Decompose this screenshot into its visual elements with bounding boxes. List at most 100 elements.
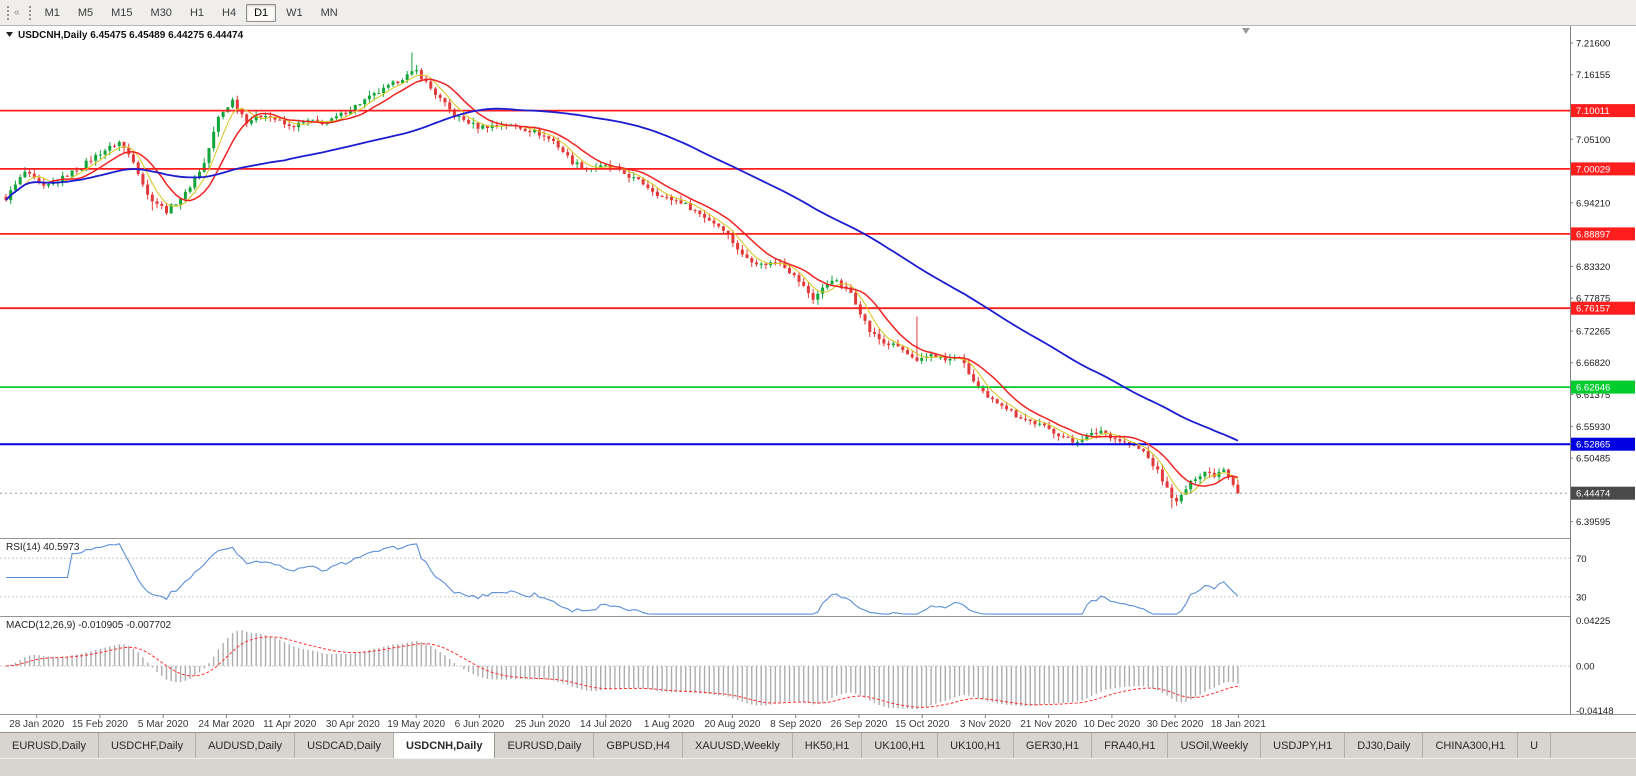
candle (948, 358, 952, 361)
rsi-axis-label: 70 (1576, 554, 1587, 565)
candle (896, 343, 900, 347)
candle (1118, 439, 1122, 442)
candle (726, 230, 730, 235)
chart-tab[interactable]: GER30,H1 (1013, 733, 1093, 758)
candle (976, 381, 980, 387)
candle (1099, 430, 1103, 434)
chart-tab[interactable]: DJ30,Daily (1345, 733, 1424, 758)
candle (821, 287, 825, 294)
candle (1165, 481, 1169, 488)
date-axis-label: 30 Dec 2020 (1147, 719, 1204, 730)
level-price-label: 6.76157 (1576, 304, 1610, 315)
chart-tab[interactable]: CHINA300,H1 (1423, 733, 1519, 758)
candle (679, 200, 683, 204)
rsi-title: RSI(14) 40.5973 (6, 542, 80, 553)
candle (443, 98, 447, 103)
candle (165, 206, 168, 214)
macd-axis-label: 0.04225 (1576, 616, 1610, 627)
chart-shift-marker-icon[interactable] (1241, 28, 1250, 34)
chart-tab[interactable]: USDCAD,Daily (295, 733, 395, 758)
candle (117, 142, 121, 147)
candle (967, 363, 971, 375)
chart-tab[interactable]: UK100,H1 (862, 733, 939, 758)
candle (382, 87, 386, 94)
candle (1203, 471, 1207, 477)
candle (89, 160, 93, 162)
candle (1019, 417, 1023, 419)
price-axis-background[interactable] (1570, 26, 1636, 714)
candle (792, 273, 796, 276)
candle (391, 81, 395, 85)
chart-tab[interactable]: GBPUSD,H4 (594, 733, 683, 758)
candle (835, 280, 839, 282)
candle (1179, 494, 1183, 502)
candle (188, 187, 192, 192)
date-axis-label: 5 Mar 2020 (138, 719, 189, 730)
candle (759, 263, 763, 265)
toolbar-collapse-icon[interactable]: « (14, 7, 20, 18)
chart-tab[interactable]: U (1518, 733, 1552, 758)
timeframe-button-M30[interactable]: M30 (150, 6, 172, 19)
candle (424, 79, 428, 82)
candle (721, 226, 725, 231)
chart-tab[interactable]: USDCHF,Daily (98, 733, 197, 758)
candle (698, 210, 702, 214)
candle (858, 304, 862, 315)
chart-tab[interactable]: EURUSD,Daily (495, 733, 595, 758)
candle (490, 125, 494, 128)
candle (797, 275, 801, 282)
candle (575, 162, 579, 165)
chart-canvas[interactable] (0, 26, 1636, 732)
candle (688, 203, 692, 211)
chart-tab[interactable]: FRA40,H1 (1092, 733, 1169, 758)
candle (1231, 476, 1235, 485)
candle (561, 147, 565, 152)
candle (556, 140, 560, 148)
chart-tabs-bar: EURUSD,Daily USDCHF,Daily AUDUSD,Daily USDC… (0, 732, 1636, 758)
date-axis-label: 14 Jul 2020 (580, 719, 632, 730)
candle (755, 262, 758, 265)
candle (1057, 433, 1061, 437)
ma-lines (5, 74, 1239, 495)
toolbar-grip-icon[interactable] (7, 5, 9, 20)
candle (891, 343, 895, 345)
candle (863, 314, 867, 321)
chart-tab[interactable]: XAUUSD,Weekly (682, 733, 793, 758)
candle (193, 178, 197, 188)
candle (476, 122, 480, 129)
toolbar-grip-icon[interactable] (28, 5, 31, 20)
timeframe-button-H4[interactable]: H4 (222, 6, 237, 19)
candle (438, 94, 442, 98)
timeframe-button-W1[interactable]: W1 (286, 6, 303, 19)
timeframe-button-D1[interactable]: D1 (246, 3, 277, 22)
chart-menu-triangle-icon[interactable] (6, 32, 13, 37)
chart-tab[interactable]: AUDUSD,Daily (196, 733, 296, 758)
price-axis-label: 6.39595 (1576, 517, 1610, 528)
candle (651, 188, 655, 192)
level-price-label: 7.10011 (1576, 106, 1610, 117)
timeframe-button-M1[interactable]: M1 (44, 6, 60, 19)
candle (259, 115, 263, 118)
timeframe-button-H1[interactable]: H1 (189, 6, 204, 19)
candle (377, 93, 381, 95)
chart-tab[interactable]: UK100,H1 (938, 733, 1014, 758)
timeframe-button-M15[interactable]: M15 (111, 6, 133, 19)
chart-tab[interactable]: EURUSD,Daily (0, 733, 99, 758)
chart-area[interactable]: USDCNH,Daily 6.45475 6.45489 6.44275 6.4… (0, 26, 1636, 732)
candle (122, 142, 126, 148)
candle (552, 138, 555, 141)
chart-tab[interactable]: HK50,H1 (792, 733, 863, 758)
date-axis-label: 10 Dec 2020 (1084, 719, 1141, 730)
candle (655, 191, 659, 196)
chart-tab[interactable]: USOil,Weekly (1168, 733, 1262, 758)
level-price-label-box (1571, 380, 1635, 394)
chart-tab[interactable]: USDCNH,Daily (394, 733, 496, 758)
timeframe-button-M5[interactable]: M5 (77, 6, 94, 19)
candle (1104, 430, 1108, 434)
chart-tab[interactable]: USDJPY,H1 (1261, 733, 1346, 758)
price-axis-label: 6.61375 (1576, 390, 1610, 401)
timeframe-button-MN[interactable]: MN (320, 6, 338, 19)
candle (887, 343, 891, 345)
level-price-label-box (1571, 104, 1635, 118)
candle (481, 125, 485, 129)
